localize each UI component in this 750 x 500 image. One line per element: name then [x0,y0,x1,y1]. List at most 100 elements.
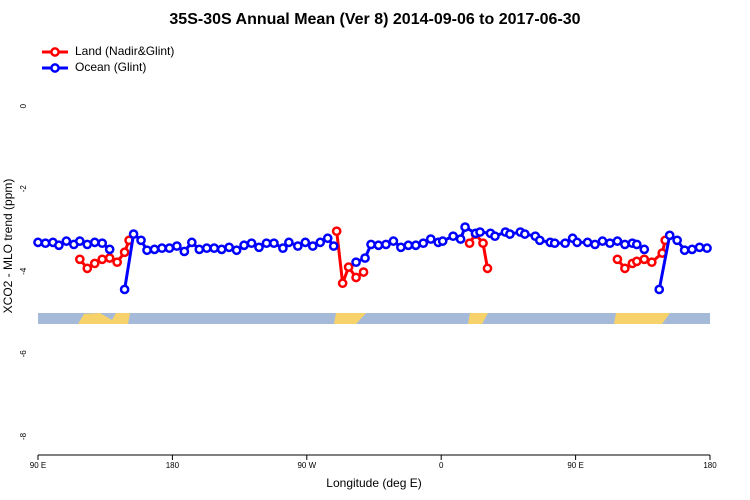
point [209,243,220,254]
point [278,243,288,254]
point [490,231,500,242]
point [654,284,665,295]
point [482,263,493,274]
point [373,240,384,251]
ocean-band [38,313,710,324]
point [61,236,72,246]
point [672,235,682,246]
point [664,230,675,241]
land-patch [614,313,670,324]
point [437,236,448,246]
point [478,238,488,249]
point [54,240,64,251]
y-tick-label: -4 [19,267,28,275]
point [646,257,657,268]
point [82,263,93,274]
point [620,263,630,274]
point [300,237,311,248]
point [448,231,458,242]
point [119,247,130,258]
point [231,245,242,256]
point [186,237,197,248]
x-tick-label: 90 E [30,461,46,470]
point [269,238,279,249]
point [582,237,593,248]
x-tick-label: 180 [703,461,717,470]
point [475,227,485,237]
point [381,239,391,250]
point [142,245,152,256]
point [164,243,175,254]
point [534,235,545,246]
point [331,226,342,237]
point [328,241,339,251]
point [337,278,348,289]
point [464,238,475,249]
point [694,242,705,253]
point [97,238,108,249]
point [612,236,623,246]
point [358,267,369,277]
point [639,244,650,255]
point [239,240,249,251]
legend-marker [50,47,60,57]
point [597,236,608,246]
point [388,236,399,246]
point [179,246,190,257]
point [549,238,560,249]
point [403,240,414,251]
y-tick-label: -6 [19,350,28,358]
point [261,238,272,249]
point [631,256,642,267]
point [702,243,712,254]
point [366,239,376,250]
y-tick-label: -2 [19,185,28,193]
point [572,237,582,248]
legend-label: Land (Nadir&Glint) [75,44,174,58]
x-tick-label: 90 W [297,461,316,470]
point [307,241,318,251]
land-patch [78,313,130,324]
chart-title: 35S-30S Annual Mean (Ver 8) 2014-09-06 t… [169,11,580,28]
point [351,257,361,268]
point [284,237,294,248]
point [112,257,122,268]
point [639,254,650,265]
legend-marker [50,63,60,73]
x-axis-label: Longitude (deg E) [326,476,421,490]
point [315,237,326,248]
point [97,254,108,265]
point [590,239,600,250]
point [216,244,227,255]
point [679,245,690,256]
x-tick-label: 180 [166,461,180,470]
x-tick-label: 0 [439,461,444,470]
point [74,254,85,265]
x-tick-label: 90 E [567,461,583,470]
point [172,241,182,251]
point [343,262,354,272]
point [40,238,51,249]
point [460,222,470,232]
y-tick-label: -8 [19,432,28,440]
point [89,258,100,269]
point [74,236,85,246]
point [351,272,361,283]
point [396,242,406,253]
point [425,234,436,244]
point [246,238,257,249]
point [119,284,130,295]
point [201,243,212,254]
point [505,229,515,239]
point [322,233,333,244]
point [410,240,421,251]
y-tick-label: 0 [19,103,28,108]
point [560,238,570,249]
point [360,253,370,263]
land-mask [38,313,710,324]
point [89,237,100,248]
point [605,238,615,249]
point [104,244,115,255]
land-patch [334,313,366,324]
